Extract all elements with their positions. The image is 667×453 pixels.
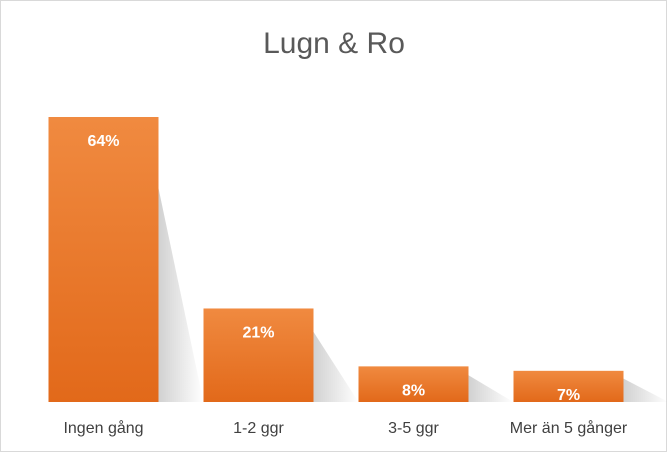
data-label-1: 64% <box>87 133 119 150</box>
category-label-2: 1-2 ggr <box>233 420 284 437</box>
bar-shadow <box>159 188 204 402</box>
bar-shadow <box>624 379 667 402</box>
bar-2 <box>204 308 314 402</box>
bar-shadow <box>314 332 359 402</box>
category-labels-group: Ingen gång 1-2 ggr 3-5 ggr Mer än 5 gånger <box>63 419 627 437</box>
data-label-4: 7% <box>557 387 580 404</box>
data-label-2: 21% <box>242 324 274 341</box>
chart-title: Lugn & Ro <box>263 27 405 60</box>
bars-group <box>49 117 624 402</box>
data-label-3: 8% <box>402 382 425 399</box>
bar-1 <box>49 117 159 402</box>
category-label-1: Ingen gång <box>63 419 143 437</box>
category-label-4: Mer än 5 gånger <box>510 419 628 437</box>
category-label-3: 3-5 ggr <box>388 420 439 437</box>
bar-shadow <box>469 375 514 402</box>
